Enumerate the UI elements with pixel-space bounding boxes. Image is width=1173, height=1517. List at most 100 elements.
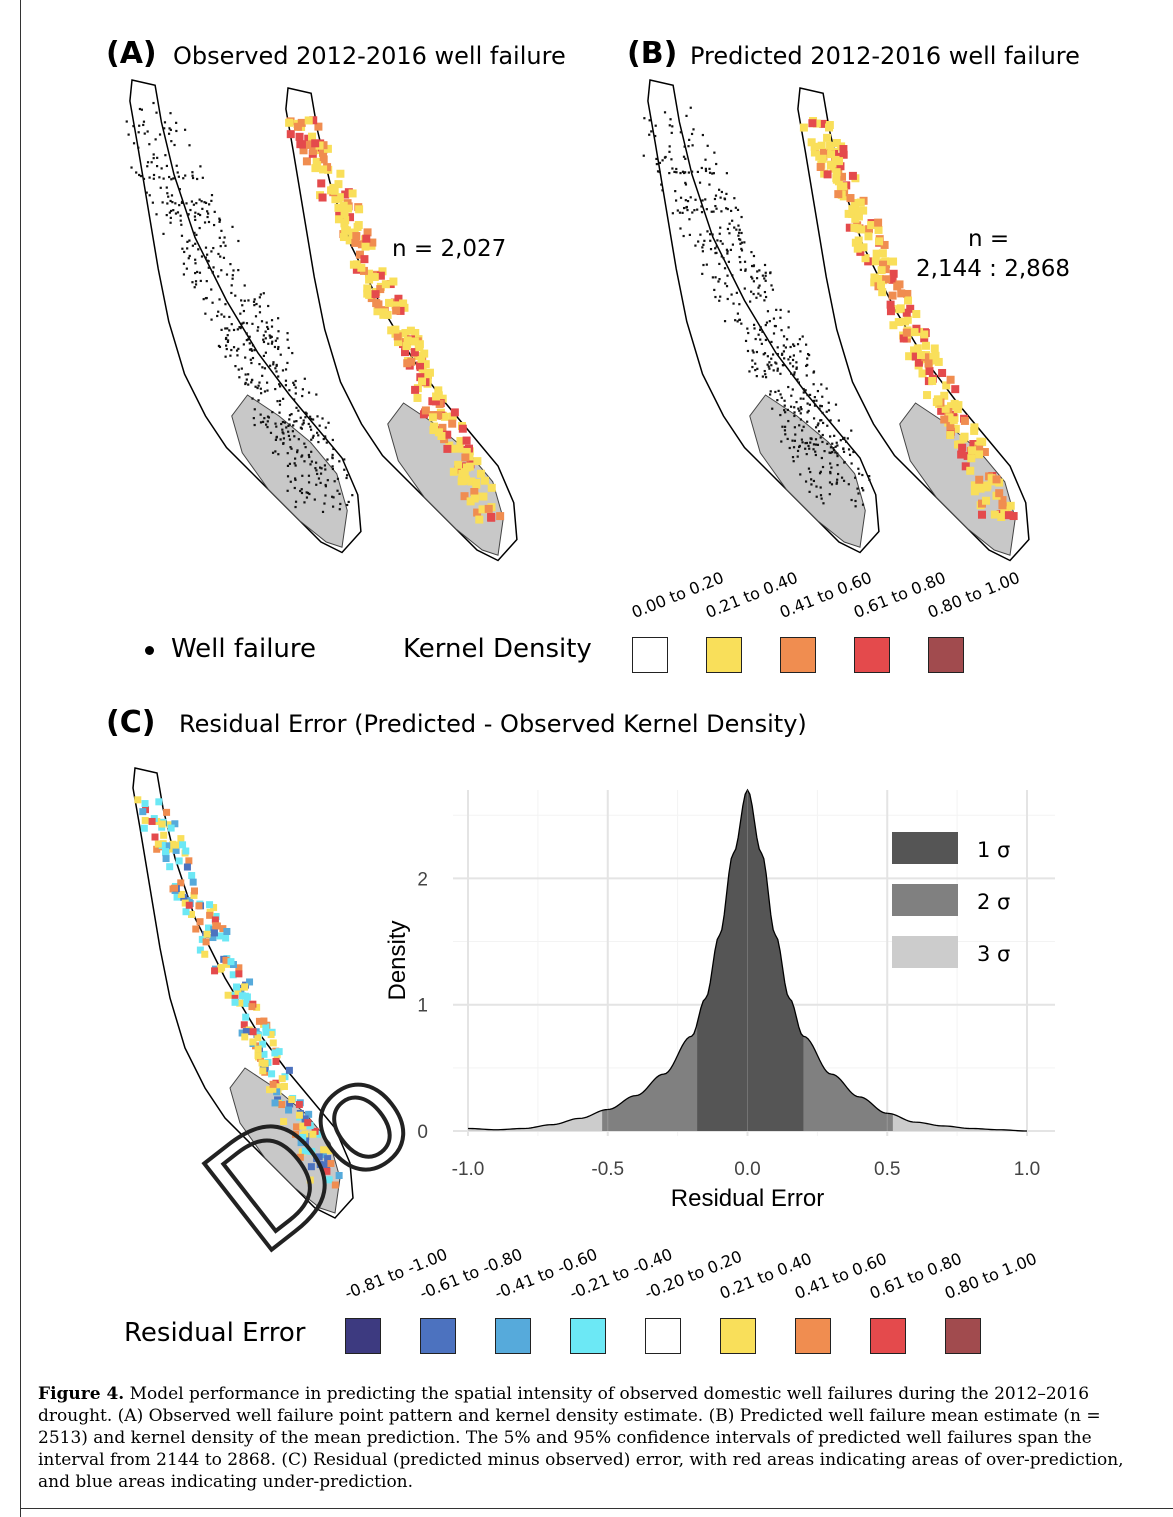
map-b-points-dot (764, 323, 767, 327)
map-a-density-cell (438, 423, 447, 432)
map-a-points-dot (152, 153, 155, 156)
map-b-points-dot (815, 495, 818, 498)
map-b-points-dot (663, 111, 667, 114)
map-b-points-dot (751, 349, 754, 352)
map-a-density-cell (401, 329, 410, 338)
map-a-points-dot (225, 273, 229, 276)
map-a-density-cell (448, 412, 457, 421)
map-c-residual-cell (188, 872, 196, 880)
map-b-points-dot (806, 363, 809, 367)
map-c-residual-cell (272, 1057, 280, 1065)
map-a-points-dot (292, 424, 295, 427)
map-b-points-dot (701, 250, 704, 253)
map-a-points-dot (182, 273, 186, 276)
map-b-points-dot (785, 338, 789, 341)
map-b-points-dot (830, 466, 833, 469)
map-b-points-dot (862, 489, 865, 492)
map-b-points-dot (709, 248, 713, 251)
map-c-residual-cell (210, 904, 218, 912)
map-b-density-cell (857, 225, 866, 234)
map-b-points-dot (656, 170, 660, 173)
map-b-points-dot (850, 429, 853, 432)
map-b-points-dot (833, 434, 836, 437)
map-b-points-dot (779, 316, 782, 319)
map-b-points-dot (668, 145, 671, 148)
map-c-residual-cell (325, 1147, 333, 1155)
map-c-residual-cell (140, 824, 148, 832)
map-a-density-cell (299, 146, 308, 155)
map-a-density-cell (399, 299, 408, 308)
map-c-residual-cell (185, 897, 193, 905)
map-c-residual-cell (206, 911, 214, 919)
map-b-points-dot (789, 345, 792, 349)
map-a-points-dot (276, 337, 279, 340)
map-a-points-dot (237, 239, 240, 243)
map-b-points-dot (816, 424, 819, 427)
map-a-points-dot (250, 361, 253, 365)
map-a-points-dot (294, 478, 297, 482)
map-b-density-cell (961, 462, 970, 471)
map-a-points-dot (138, 124, 141, 127)
map-b-points-dot (684, 157, 687, 160)
map-a-points-dot (174, 212, 178, 215)
map-b-points-dot (679, 171, 682, 175)
map-b-points-dot (740, 247, 743, 250)
map-a-points-dot (318, 466, 322, 469)
map-a-points-dot (175, 129, 178, 133)
map-b-density-cell (826, 141, 835, 150)
map-b-points-dot (769, 272, 772, 275)
map-c-residual-cell (231, 994, 239, 1002)
map-a-points-dot (252, 417, 255, 420)
map-b-density-cell (940, 391, 949, 400)
map-b-points-dot (763, 299, 766, 302)
map-a-density-cell (340, 210, 349, 219)
map-b-density-cell (930, 344, 939, 353)
map-a-points-dot (260, 320, 264, 323)
map-a-points-dot (173, 143, 176, 147)
map-a-points-dot (277, 330, 280, 333)
map-c-residual-cell (242, 999, 250, 1007)
map-b-points-dot (832, 446, 835, 450)
map-a-points-dot (253, 298, 256, 301)
map-a-density-cell (339, 233, 348, 242)
map-a-points-dot (296, 451, 299, 454)
map-c-residual-cell (163, 808, 171, 816)
map-b-points-dot (718, 232, 721, 235)
map-a-points-dot (288, 389, 291, 392)
map-b-points-dot (783, 429, 787, 432)
map-a-points-dot (268, 334, 271, 337)
map-a-points-dot (303, 442, 306, 445)
map-b-points-dot (813, 396, 816, 399)
map-a-density-cell (363, 284, 372, 293)
map-a-points-dot (253, 408, 256, 411)
map-b-density-cell (980, 448, 989, 457)
map-a-points-dot (242, 343, 245, 346)
map-b-points-dot (822, 421, 825, 425)
map-b-points-dot (799, 397, 802, 400)
map-a-points-dot (266, 327, 270, 330)
map-b-points-dot (751, 277, 754, 280)
map-a-points-dot (269, 431, 273, 434)
map-b-points-dot (714, 204, 717, 208)
map-c-residual-cell (234, 987, 242, 995)
map-b-points-dot (842, 447, 845, 450)
map-a-points-dot (257, 384, 260, 387)
map-a-points-dot (285, 426, 288, 429)
map-b-points-dot (806, 420, 809, 423)
map-a-points-dot (318, 424, 321, 427)
map-a-points-dot (213, 210, 216, 213)
map-a-density-cell (434, 411, 443, 420)
map-b-points-dot (793, 373, 796, 376)
map-c-residual-cell (204, 924, 212, 932)
map-c-residual-cell (203, 930, 211, 938)
map-c-residual-cell (253, 1003, 261, 1011)
map-b-density-cell (967, 454, 976, 463)
map-b-points-dot (757, 286, 760, 289)
map-a-points-dot (294, 457, 297, 460)
map-b-points-dot (830, 483, 834, 486)
map-b-points-dot (782, 344, 785, 347)
map-b-points-dot (789, 355, 792, 358)
map-c-residual-cell (189, 878, 197, 886)
map-c-residual-cell (223, 960, 231, 968)
map-b-points-dot (827, 401, 830, 404)
